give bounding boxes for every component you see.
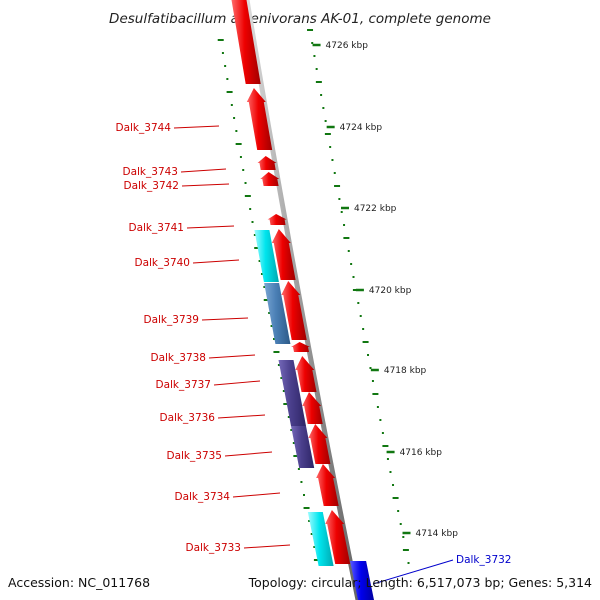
gene-label[interactable]: Dalk_3740 — [135, 257, 191, 269]
leader-line — [181, 183, 230, 187]
gene-label[interactable]: Dalk_3735 — [167, 450, 223, 462]
leader-line — [201, 317, 249, 321]
ruler-label: 4724 kbp — [340, 123, 383, 133]
tick-curves — [217, 29, 410, 564]
ruler-label: 4722 kbp — [354, 204, 397, 214]
gene-feature[interactable] — [350, 561, 374, 600]
gene-feature[interactable] — [307, 512, 334, 566]
leader-line — [232, 492, 281, 498]
gene-feature[interactable] — [231, 0, 261, 84]
accession-text: Accession: NC_011768 — [8, 575, 150, 590]
leader-line — [173, 125, 220, 129]
ruler-label: 4718 kbp — [384, 366, 427, 376]
gene-feature[interactable] — [325, 510, 351, 564]
gene-label[interactable]: Dalk_3733 — [186, 542, 242, 554]
ruler-label: 4720 kbp — [369, 286, 412, 296]
gene-feature[interactable] — [278, 360, 307, 426]
ruler-label: 4716 kbp — [400, 448, 443, 458]
leader-line — [213, 380, 261, 386]
leader-line — [217, 414, 266, 419]
gene-label[interactable]: Dalk_3734 — [175, 491, 231, 503]
gene-label[interactable]: Dalk_3738 — [151, 352, 207, 364]
gene-feature[interactable] — [281, 281, 307, 340]
gene-label[interactable]: Dalk_3744 — [116, 122, 172, 134]
leader-line — [224, 451, 273, 457]
gene-feature[interactable] — [302, 392, 323, 424]
gene-feature[interactable] — [291, 426, 315, 468]
kbp-ruler: 4726 kbp 4724 kbp 4722 kbp 4720 kbp 4718 kbp… — [312, 41, 459, 539]
leader-line — [208, 354, 256, 359]
ruler-label: 4726 kbp — [326, 41, 369, 51]
gene-feature[interactable] — [271, 229, 296, 280]
gene-feature[interactable] — [246, 88, 273, 150]
topology-text: Topology: circular; Length: 6,517,073 bp… — [248, 575, 592, 590]
gene-label[interactable]: Dalk_3742 — [124, 180, 180, 192]
gene-feature[interactable] — [260, 172, 280, 186]
gene-feature[interactable] — [295, 356, 317, 392]
leader-line — [372, 559, 454, 585]
gene-label[interactable]: Dalk_3743 — [123, 166, 179, 178]
gene-labels: Dalk_3744 Dalk_3743 Dalk_3742 Dalk_3741 Dalk… — [116, 122, 512, 585]
gene-track — [231, 0, 374, 600]
leader-line — [186, 225, 235, 229]
ruler-label: 4714 kbp — [416, 529, 459, 539]
genome-backbone — [244, 0, 361, 600]
gene-feature[interactable] — [254, 230, 279, 282]
leader-line — [180, 168, 227, 173]
gene-label[interactable]: Dalk_3739 — [144, 314, 200, 326]
gene-feature[interactable] — [291, 342, 310, 352]
gene-feature[interactable] — [316, 464, 339, 506]
gene-feature[interactable] — [267, 214, 287, 225]
gene-label[interactable]: Dalk_3741 — [129, 222, 185, 234]
gene-feature[interactable] — [308, 424, 331, 464]
gene-label[interactable]: Dalk_3732 — [456, 554, 512, 566]
gene-label[interactable]: Dalk_3736 — [160, 412, 216, 424]
gene-feature[interactable] — [257, 156, 277, 170]
diagram-title: Desulfatibacillum alkenivorans AK-01, co… — [109, 11, 491, 27]
gene-feature[interactable] — [264, 283, 291, 344]
leader-line — [243, 544, 291, 549]
gene-label[interactable]: Dalk_3737 — [156, 379, 212, 391]
leader-line — [192, 259, 240, 264]
